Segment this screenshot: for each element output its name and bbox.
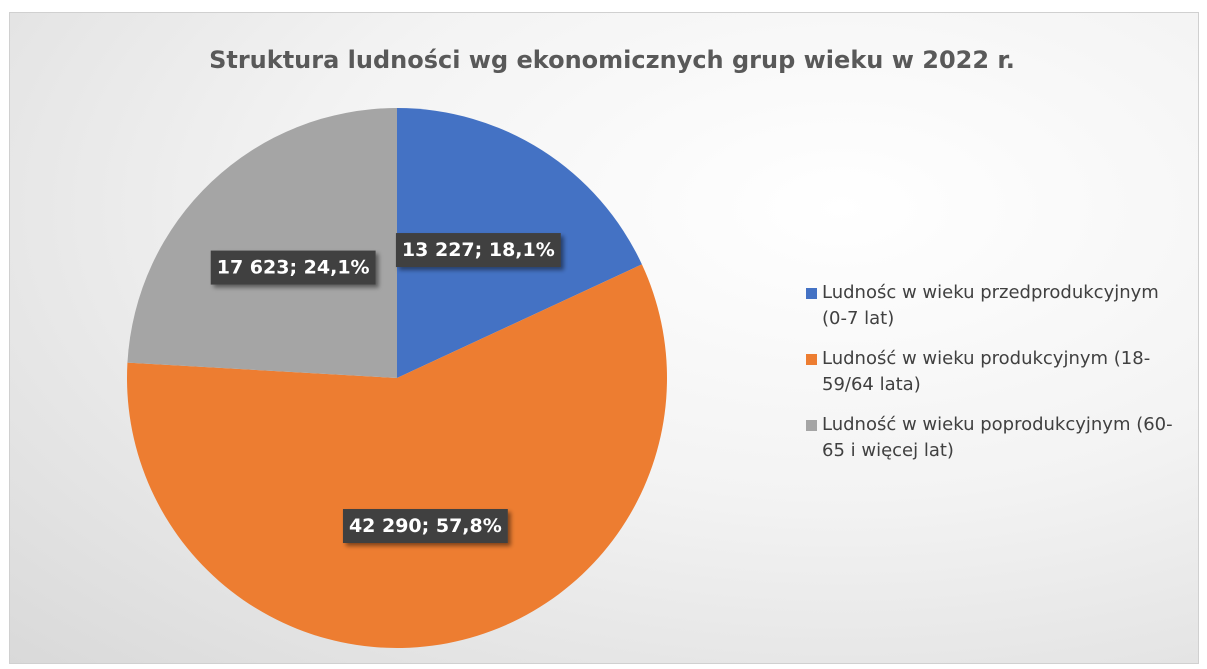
data-label: 13 227; 18,1%: [402, 239, 555, 261]
chart-title: Struktura ludności wg ekonomicznych grup…: [209, 46, 1015, 74]
legend-label: Ludnośc w wieku przedprodukcyjnym (0-7 l…: [822, 282, 1159, 329]
legend-swatch: [806, 288, 817, 299]
data-label-box: [342, 509, 508, 544]
legend-swatch: [806, 354, 817, 365]
legend-label: Ludność w wieku produkcyjnym (18-59/64 l…: [822, 348, 1151, 395]
data-label-box: [395, 233, 561, 268]
data-label: 42 290; 57,8%: [349, 515, 502, 537]
data-label-group: 42 290; 57,8%: [342, 509, 508, 544]
pie-slice: [127, 264, 668, 649]
legend-item: Ludność w wieku poprodukcyjnym (60-65 i …: [806, 412, 1186, 464]
data-label-group: 13 227; 18,1%: [395, 233, 561, 268]
legend-item: Ludność w wieku produkcyjnym (18-59/64 l…: [806, 346, 1186, 398]
data-label: 17 623; 24,1%: [217, 257, 370, 279]
legend: Ludnośc w wieku przedprodukcyjnym (0-7 l…: [806, 280, 1186, 478]
data-label-box: [210, 250, 376, 285]
legend-swatch: [806, 420, 817, 431]
legend-item: Ludnośc w wieku przedprodukcyjnym (0-7 l…: [806, 280, 1186, 332]
legend-label: Ludność w wieku poprodukcyjnym (60-65 i …: [822, 414, 1173, 461]
pie-slice: [127, 108, 398, 378]
data-label-group: 17 623; 24,1%: [210, 250, 376, 285]
